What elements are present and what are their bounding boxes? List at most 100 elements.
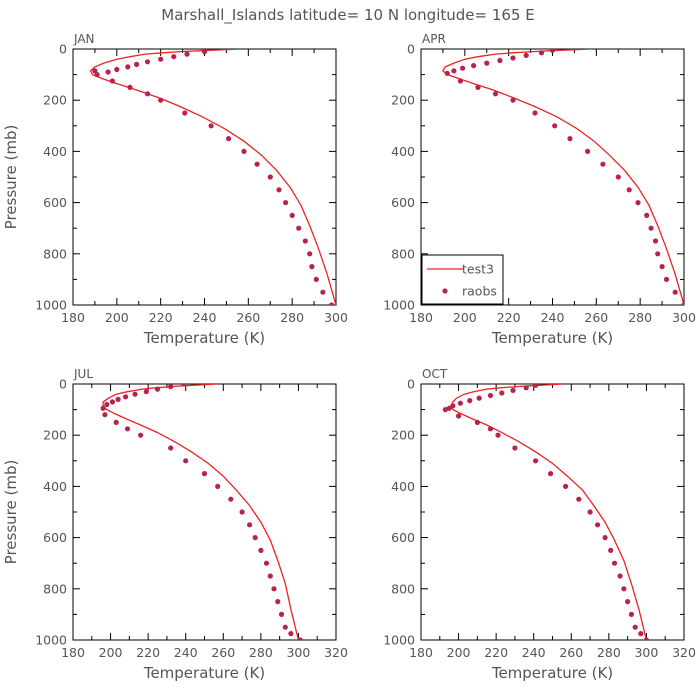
x-tick-label: 320 bbox=[672, 645, 696, 660]
x-axis-label: Temperature (K) bbox=[143, 329, 265, 347]
x-tick-label: 260 bbox=[584, 310, 608, 325]
data-point bbox=[625, 599, 631, 605]
x-tick-label: 260 bbox=[236, 310, 260, 325]
data-point bbox=[635, 200, 641, 206]
data-point bbox=[444, 70, 450, 76]
data-point bbox=[617, 573, 623, 579]
data-point bbox=[681, 302, 684, 305]
data-point bbox=[201, 471, 208, 477]
y-tick-label: 0 bbox=[59, 377, 67, 392]
x-tick-label: 300 bbox=[324, 310, 348, 325]
y-tick-label: 200 bbox=[391, 93, 415, 108]
data-point bbox=[457, 78, 463, 84]
x-tick-label: 180 bbox=[409, 645, 433, 660]
data-point bbox=[201, 49, 208, 55]
y-tick-label: 1000 bbox=[383, 298, 415, 313]
panel-label: APR bbox=[422, 32, 446, 46]
x-tick-label: 220 bbox=[497, 310, 521, 325]
panels: 180 200 220 240 260 280 300 0 200 400 600 800 1000 Te… bbox=[2, 32, 696, 682]
series-line-test3 bbox=[450, 384, 648, 640]
data-point bbox=[510, 97, 516, 103]
data-point bbox=[267, 174, 273, 180]
x-tick-label: 240 bbox=[174, 645, 198, 660]
x-tick-label: 260 bbox=[211, 645, 235, 660]
data-point bbox=[289, 212, 295, 218]
series-line-test3 bbox=[102, 384, 300, 640]
data-point bbox=[492, 91, 499, 97]
data-point bbox=[309, 264, 315, 270]
data-point bbox=[659, 264, 665, 270]
data-point bbox=[228, 496, 234, 502]
y-tick-label: 400 bbox=[391, 144, 415, 159]
data-point bbox=[600, 161, 606, 167]
x-tick-label: 280 bbox=[597, 645, 621, 660]
y-tick-label: 800 bbox=[43, 581, 67, 596]
x-tick-label: 180 bbox=[409, 310, 433, 325]
x-tick-label: 220 bbox=[136, 645, 160, 660]
data-point bbox=[302, 238, 308, 244]
data-point bbox=[602, 535, 608, 541]
x-tick-label: 240 bbox=[541, 310, 565, 325]
data-point bbox=[628, 611, 635, 618]
data-point bbox=[168, 384, 174, 390]
data-point bbox=[451, 68, 457, 74]
data-point bbox=[183, 458, 189, 464]
data-point bbox=[615, 174, 621, 180]
data-point bbox=[487, 426, 494, 432]
data-point bbox=[168, 445, 174, 451]
data-point bbox=[158, 56, 164, 62]
data-point bbox=[523, 385, 529, 391]
data-point bbox=[208, 123, 214, 129]
data-point bbox=[132, 391, 138, 397]
data-point bbox=[576, 496, 582, 502]
y-tick-label: 600 bbox=[391, 195, 415, 210]
y-tick-label: 1000 bbox=[383, 633, 415, 648]
data-point bbox=[143, 389, 149, 395]
y-tick-label: 1000 bbox=[35, 298, 67, 313]
data-point bbox=[611, 560, 618, 566]
y-tick-label: 0 bbox=[407, 42, 415, 57]
plot-frame bbox=[72, 383, 337, 641]
data-point bbox=[563, 483, 569, 489]
x-tick-label: 220 bbox=[149, 310, 173, 325]
data-point bbox=[181, 384, 187, 387]
data-point bbox=[100, 405, 106, 411]
legend: test3 raobs bbox=[421, 254, 504, 305]
x-tick-label: 200 bbox=[453, 310, 477, 325]
data-point bbox=[643, 637, 649, 640]
data-point bbox=[92, 68, 98, 74]
y-tick-label: 600 bbox=[43, 195, 67, 210]
data-point bbox=[567, 136, 573, 142]
data-point bbox=[127, 84, 133, 90]
data-point bbox=[123, 394, 129, 400]
data-point bbox=[283, 200, 289, 206]
y-tick-label: 800 bbox=[43, 246, 67, 261]
data-point bbox=[124, 426, 131, 432]
data-point bbox=[523, 52, 529, 59]
data-point bbox=[585, 148, 591, 154]
x-axis-label: Temperature (K) bbox=[143, 664, 265, 682]
y-tick-label: 0 bbox=[407, 377, 415, 392]
data-point bbox=[632, 624, 638, 630]
data-point bbox=[296, 225, 302, 231]
panel-label: OCT bbox=[422, 367, 448, 381]
y-tick-label: 400 bbox=[43, 144, 67, 159]
data-point bbox=[113, 419, 119, 425]
series-points-raobs bbox=[442, 384, 649, 640]
data-point bbox=[549, 49, 556, 53]
panel-label: JUL bbox=[73, 367, 93, 381]
x-tick-label: 200 bbox=[105, 310, 129, 325]
y-tick-label: 200 bbox=[43, 428, 67, 443]
data-point bbox=[282, 624, 288, 630]
data-point bbox=[115, 396, 121, 402]
data-point bbox=[182, 110, 188, 116]
data-point bbox=[158, 97, 164, 103]
data-point bbox=[313, 276, 319, 282]
x-axis-label: Temperature (K) bbox=[491, 329, 613, 347]
x-tick-label: 240 bbox=[193, 310, 217, 325]
series-line-test3 bbox=[89, 49, 336, 305]
data-point bbox=[663, 276, 670, 282]
x-tick-label: 260 bbox=[559, 645, 583, 660]
data-point bbox=[648, 225, 654, 231]
data-point bbox=[109, 399, 115, 405]
